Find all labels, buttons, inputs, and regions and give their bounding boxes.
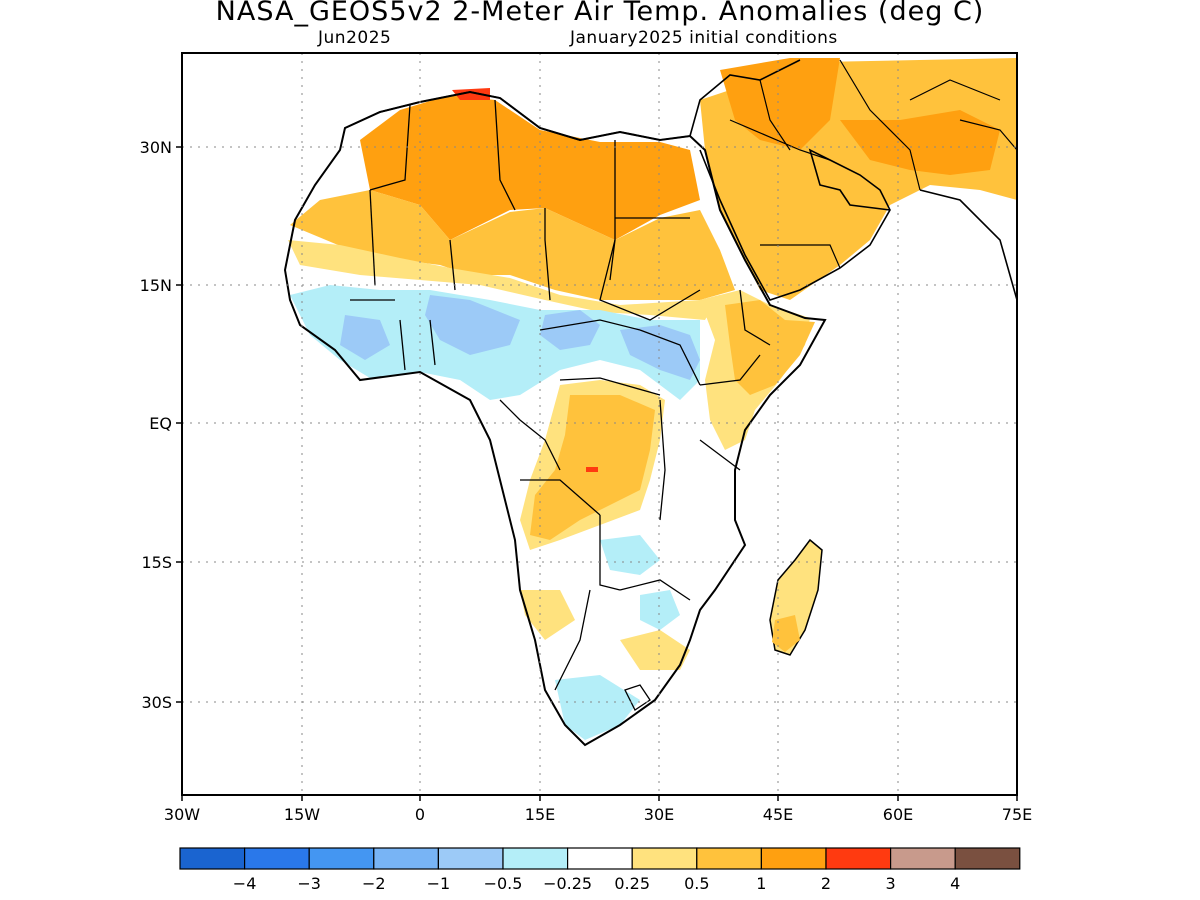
anomaly-southern-blue-3 xyxy=(640,590,680,630)
anomaly-lightorange-sahara xyxy=(290,190,735,300)
colorbar-swatch xyxy=(308,847,375,870)
map-area xyxy=(283,55,1017,747)
anomaly-persia-darkorange xyxy=(840,110,1000,175)
lat-label: 15S xyxy=(141,553,172,572)
colorbar-swatch xyxy=(502,847,569,870)
colorbar-label: −0.5 xyxy=(484,874,523,893)
forecast-month: Jun2025 xyxy=(318,28,392,48)
map-frame xyxy=(181,52,1018,796)
colorbar-swatch xyxy=(244,847,310,870)
colorbar-label: 4 xyxy=(950,874,960,893)
lon-label: 60E xyxy=(883,805,913,824)
anomaly-southern-blue-1 xyxy=(555,675,640,740)
tick-marks xyxy=(176,146,1018,801)
lat-labels: 30N 15N EQ 15S 30S xyxy=(140,138,172,712)
lat-label: EQ xyxy=(149,414,172,433)
anomaly-blue-patch-2 xyxy=(620,325,700,380)
lon-label: 15E xyxy=(525,805,555,824)
anomaly-blue-patch-4 xyxy=(540,310,600,350)
anomaly-arabia-darkorange xyxy=(720,58,840,150)
lon-label: 0 xyxy=(415,805,425,824)
colorbar-swatch xyxy=(825,847,892,870)
colorbar-label: 1 xyxy=(756,874,766,893)
colorbar-label: −2 xyxy=(362,874,386,893)
anomaly-blue-patch-3 xyxy=(340,315,390,360)
colorbar-swatch xyxy=(889,847,956,870)
map-title: NASA_GEOS5v2 2-Meter Air Temp. Anomalies… xyxy=(215,0,985,27)
colorbar-swatch xyxy=(566,847,633,870)
lon-label: 30W xyxy=(164,805,200,824)
colorbar-label: −3 xyxy=(297,874,321,893)
gridlines xyxy=(182,53,1017,795)
colorbar-swatch xyxy=(179,847,246,870)
colorbar-label: 0.25 xyxy=(614,874,650,893)
colorbar-swatch xyxy=(696,847,762,870)
colorbar-swatch xyxy=(954,847,1021,870)
anomaly-southern-yellow-1 xyxy=(620,630,690,670)
colorbar-label: −4 xyxy=(233,874,257,893)
anomaly-yellow-sahel xyxy=(288,240,720,320)
arabia-coastline xyxy=(699,148,1017,301)
middle-east-borders xyxy=(729,59,1017,269)
colorbar-swatch xyxy=(373,847,439,870)
colorbar: −4 −3 −2 −1 −0.5 −0.25 0.25 0.5 1 2 3 4 xyxy=(179,847,1021,893)
lat-label: 15N xyxy=(140,276,172,295)
madagascar-orange xyxy=(772,615,800,652)
colorbar-label: −1 xyxy=(427,874,451,893)
colorbar-label: 3 xyxy=(886,874,896,893)
anomaly-north-red xyxy=(452,88,490,100)
colorbar-label: 2 xyxy=(821,874,831,893)
lon-label: 45E xyxy=(763,805,793,824)
lon-label: 75E xyxy=(1002,805,1032,824)
anomaly-southern-yellow-2 xyxy=(520,590,575,640)
lon-labels: 30W 15W 0 15E 30E 45E 60E 75E xyxy=(164,805,1032,824)
anomaly-congo-red xyxy=(586,467,598,472)
lat-label: 30N xyxy=(140,138,172,157)
mediterranean-coast xyxy=(344,59,801,141)
lon-label: 15W xyxy=(284,805,320,824)
lat-label: 30S xyxy=(141,693,172,712)
colorbar-swatch xyxy=(437,847,504,870)
initial-conditions: January2025 initial conditions xyxy=(570,28,838,48)
lon-label: 30E xyxy=(644,805,674,824)
colorbar-label: 0.5 xyxy=(684,874,709,893)
colorbar-label: −0.25 xyxy=(543,874,592,893)
country-borders xyxy=(350,99,771,711)
anomaly-southern-blue-2 xyxy=(600,535,660,575)
colorbar-swatch xyxy=(760,847,827,870)
anomaly-blue-patch-1 xyxy=(425,295,520,355)
colorbar-swatch xyxy=(631,847,698,870)
